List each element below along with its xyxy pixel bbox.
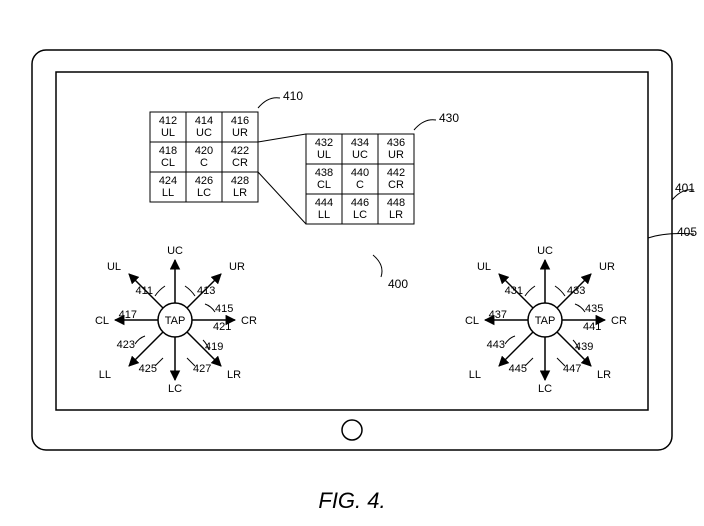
svg-text:LL: LL xyxy=(162,187,174,199)
svg-text:421: 421 xyxy=(213,321,231,333)
svg-text:UR: UR xyxy=(599,261,615,273)
grid-left: 412UL 414UC 416UR 418CL 420C 422CR 424LL… xyxy=(150,112,258,202)
svg-text:436: 436 xyxy=(387,137,405,149)
svg-text:443: 443 xyxy=(487,339,505,351)
svg-text:CR: CR xyxy=(241,315,257,327)
tablet-outer xyxy=(32,50,672,450)
svg-text:432: 432 xyxy=(315,137,333,149)
svg-text:UL: UL xyxy=(477,261,491,273)
svg-text:UC: UC xyxy=(196,127,212,139)
svg-text:UL: UL xyxy=(161,127,175,139)
svg-text:UR: UR xyxy=(388,149,404,161)
svg-text:420: 420 xyxy=(195,145,213,157)
svg-text:CL: CL xyxy=(465,315,479,327)
svg-text:UC: UC xyxy=(167,245,183,257)
svg-text:415: 415 xyxy=(215,303,233,315)
svg-text:426: 426 xyxy=(195,175,213,187)
svg-text:LR: LR xyxy=(227,369,241,381)
svg-text:445: 445 xyxy=(509,363,527,375)
svg-text:CR: CR xyxy=(388,179,404,191)
compass-left: TAP UC UR CR LR LC LL CL UL 411 413 415 … xyxy=(95,245,257,395)
svg-text:439: 439 xyxy=(575,341,593,353)
svg-text:417: 417 xyxy=(119,309,137,321)
svg-text:UC: UC xyxy=(352,149,368,161)
svg-text:LC: LC xyxy=(168,383,182,395)
svg-text:435: 435 xyxy=(585,303,603,315)
ref-grid-left: 410 xyxy=(283,89,303,103)
ref-grid-right: 430 xyxy=(439,111,459,125)
svg-text:C: C xyxy=(200,157,208,169)
home-button xyxy=(342,420,362,440)
svg-text:444: 444 xyxy=(315,197,333,209)
svg-text:419: 419 xyxy=(205,341,223,353)
figure-label: FIG. 4. xyxy=(0,488,704,514)
svg-text:LR: LR xyxy=(597,369,611,381)
svg-text:LC: LC xyxy=(353,209,367,221)
svg-text:LL: LL xyxy=(318,209,330,221)
svg-text:448: 448 xyxy=(387,197,405,209)
svg-text:411: 411 xyxy=(135,285,153,297)
svg-text:TAP: TAP xyxy=(535,315,556,327)
svg-text:413: 413 xyxy=(197,285,215,297)
grid-right: 432UL 434UC 436UR 438CL 440C 442CR 444LL… xyxy=(306,134,414,224)
ref-outer: 401 xyxy=(675,181,695,195)
svg-text:CL: CL xyxy=(95,315,109,327)
svg-text:431: 431 xyxy=(505,285,523,297)
svg-text:LR: LR xyxy=(233,187,247,199)
svg-text:UR: UR xyxy=(232,127,248,139)
svg-text:TAP: TAP xyxy=(165,315,186,327)
svg-text:437: 437 xyxy=(489,309,507,321)
svg-text:UR: UR xyxy=(229,261,245,273)
svg-text:CL: CL xyxy=(161,157,175,169)
svg-text:CR: CR xyxy=(611,315,627,327)
svg-text:UL: UL xyxy=(107,261,121,273)
svg-text:412: 412 xyxy=(159,115,177,127)
svg-text:LC: LC xyxy=(538,383,552,395)
svg-text:CR: CR xyxy=(232,157,248,169)
tablet-screen xyxy=(56,72,648,410)
svg-text:434: 434 xyxy=(351,137,369,149)
svg-text:447: 447 xyxy=(563,363,581,375)
svg-text:442: 442 xyxy=(387,167,405,179)
svg-text:433: 433 xyxy=(567,285,585,297)
svg-text:418: 418 xyxy=(159,145,177,157)
svg-text:416: 416 xyxy=(231,115,249,127)
svg-text:LL: LL xyxy=(99,369,111,381)
svg-text:CL: CL xyxy=(317,179,331,191)
svg-text:422: 422 xyxy=(231,145,249,157)
svg-text:423: 423 xyxy=(117,339,135,351)
compass-right: TAP UC UR CR LR LC LL CL UL 431 433 435 … xyxy=(465,245,627,395)
svg-text:425: 425 xyxy=(139,363,157,375)
svg-text:446: 446 xyxy=(351,197,369,209)
ref-inner: 405 xyxy=(677,225,697,239)
svg-text:414: 414 xyxy=(195,115,213,127)
svg-text:424: 424 xyxy=(159,175,177,187)
svg-text:428: 428 xyxy=(231,175,249,187)
svg-text:UL: UL xyxy=(317,149,331,161)
svg-text:UC: UC xyxy=(537,245,553,257)
svg-text:LR: LR xyxy=(389,209,403,221)
svg-text:438: 438 xyxy=(315,167,333,179)
ref-interior: 400 xyxy=(388,277,408,291)
svg-text:441: 441 xyxy=(583,321,601,333)
svg-text:LL: LL xyxy=(469,369,481,381)
svg-text:427: 427 xyxy=(193,363,211,375)
svg-text:440: 440 xyxy=(351,167,369,179)
svg-text:LC: LC xyxy=(197,187,211,199)
svg-text:C: C xyxy=(356,179,364,191)
